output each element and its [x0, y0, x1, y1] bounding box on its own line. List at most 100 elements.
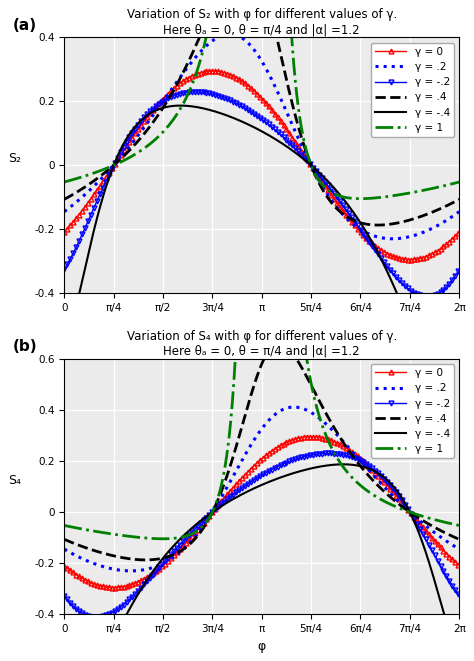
- γ = 1: [348, 194, 354, 202]
- γ = .2: [62, 208, 67, 215]
- γ = .4: [249, 388, 255, 396]
- γ = .4: [231, 451, 237, 459]
- Title: Variation of S₄ with φ for different values of γ.
Here θₐ = 0, θ = π/4 and |α| =: Variation of S₄ with φ for different val…: [127, 330, 397, 358]
- γ = -.4: [456, 656, 462, 661]
- γ = -.2: [93, 613, 99, 621]
- Y-axis label: S₂: S₂: [9, 152, 21, 165]
- γ = .2: [445, 537, 450, 545]
- γ = -.2: [456, 266, 462, 274]
- γ = 0: [228, 487, 233, 495]
- γ = .4: [445, 202, 450, 210]
- γ = 1: [348, 473, 354, 481]
- γ = -.4: [348, 206, 354, 214]
- γ = -.2: [249, 108, 255, 116]
- γ = -.2: [425, 539, 430, 547]
- γ = .4: [375, 221, 381, 229]
- Y-axis label: S₄: S₄: [9, 473, 21, 486]
- γ = 1: [62, 178, 67, 186]
- γ = 0: [111, 584, 117, 592]
- γ = .4: [348, 215, 354, 223]
- γ = -.2: [228, 493, 233, 501]
- γ = .4: [445, 530, 450, 538]
- Legend: γ = 0, γ = .2, γ = -.2, γ = .4, γ = -.4, γ = 1: γ = 0, γ = .2, γ = -.2, γ = .4, γ = -.4,…: [371, 364, 454, 458]
- γ = 0: [425, 252, 430, 260]
- γ = 0: [456, 228, 462, 236]
- γ = .4: [62, 196, 67, 204]
- γ = 0: [407, 256, 413, 264]
- Line: γ = -.2: γ = -.2: [62, 89, 462, 299]
- γ = -.2: [62, 266, 67, 274]
- γ = -.2: [231, 490, 237, 498]
- Line: γ = 1: γ = 1: [64, 0, 459, 199]
- γ = 0: [231, 483, 237, 491]
- γ = .4: [456, 196, 462, 204]
- γ = -.2: [456, 592, 462, 600]
- γ = .2: [228, 30, 233, 38]
- γ = -.4: [456, 347, 462, 355]
- γ = -.4: [228, 497, 233, 505]
- Legend: γ = 0, γ = .2, γ = -.2, γ = .4, γ = -.4, γ = 1: γ = 0, γ = .2, γ = -.2, γ = .4, γ = -.4,…: [371, 43, 454, 137]
- γ = -.2: [445, 282, 450, 290]
- γ = -.2: [425, 293, 430, 301]
- γ = -.4: [62, 656, 67, 661]
- γ = 1: [425, 186, 430, 194]
- γ = .2: [348, 447, 354, 455]
- γ = .4: [143, 556, 148, 564]
- γ = -.2: [249, 477, 255, 485]
- Line: γ = .4: γ = .4: [64, 0, 459, 225]
- γ = 0: [210, 67, 215, 75]
- γ = -.4: [249, 485, 255, 493]
- Line: γ = 1: γ = 1: [64, 53, 459, 539]
- γ = 0: [228, 71, 233, 79]
- γ = 0: [445, 239, 450, 247]
- γ = 0: [348, 217, 354, 225]
- γ = .4: [348, 450, 354, 458]
- γ = -.4: [425, 358, 430, 366]
- γ = -.4: [228, 113, 233, 121]
- γ = .2: [445, 216, 450, 224]
- γ = 0: [348, 447, 354, 455]
- Line: γ = -.4: γ = -.4: [64, 106, 459, 376]
- γ = 1: [456, 178, 462, 186]
- γ = .2: [249, 439, 255, 447]
- X-axis label: φ: φ: [257, 640, 266, 652]
- γ = -.4: [445, 370, 450, 378]
- Line: γ = 0: γ = 0: [62, 69, 462, 262]
- γ = .4: [228, 462, 233, 470]
- γ = .2: [390, 235, 395, 243]
- γ = 0: [62, 228, 67, 236]
- γ = 0: [308, 433, 314, 441]
- γ = 0: [249, 85, 255, 93]
- γ = .2: [128, 567, 134, 575]
- γ = .2: [228, 477, 233, 485]
- γ = .2: [231, 30, 237, 38]
- γ = 1: [228, 422, 233, 430]
- γ = 0: [231, 72, 237, 80]
- γ = .2: [425, 524, 430, 531]
- γ = -.2: [62, 592, 67, 600]
- γ = .4: [456, 535, 462, 543]
- γ = 1: [230, 385, 236, 393]
- Line: γ = .2: γ = .2: [64, 407, 459, 571]
- γ = .2: [227, 30, 233, 38]
- γ = 0: [445, 551, 450, 559]
- γ = 0: [62, 562, 67, 570]
- Line: γ = -.2: γ = -.2: [62, 451, 462, 619]
- γ = .2: [425, 227, 430, 235]
- γ = .2: [249, 43, 255, 51]
- γ = -.4: [177, 102, 183, 110]
- γ = .4: [425, 210, 430, 218]
- γ = .4: [62, 535, 67, 543]
- γ = 1: [456, 522, 462, 529]
- γ = 1: [425, 514, 430, 522]
- γ = 1: [444, 519, 450, 527]
- γ = -.2: [326, 449, 331, 457]
- Title: Variation of S₂ with φ for different values of γ.
Here θₐ = 0, θ = π/4 and |α| =: Variation of S₂ with φ for different val…: [127, 9, 397, 36]
- γ = -.4: [231, 495, 237, 503]
- γ = -.2: [348, 453, 354, 461]
- γ = -.4: [62, 346, 67, 354]
- Line: γ = .4: γ = .4: [64, 343, 459, 560]
- γ = -.2: [231, 98, 237, 106]
- γ = -.4: [439, 372, 445, 380]
- γ = .2: [456, 545, 462, 553]
